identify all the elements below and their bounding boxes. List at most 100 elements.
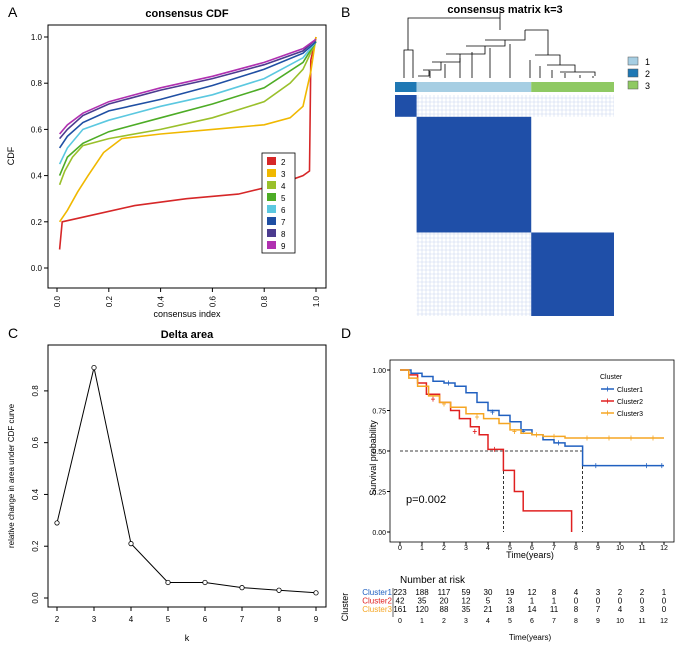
- risk-cell: 1: [530, 597, 535, 606]
- cdf-line-4: [58, 41, 317, 186]
- panel-label-d: D: [341, 325, 351, 341]
- cdf-line-5: [58, 41, 317, 176]
- km-censor-cluster1: [446, 380, 451, 386]
- risk-xlabel: Time(years): [509, 633, 552, 642]
- delta-xtick-label: 5: [166, 615, 171, 624]
- heatmap-legend-label-1: 1: [645, 57, 650, 67]
- risk-cell: 18: [506, 605, 515, 614]
- cdf-ytick-label: 0.8: [31, 79, 43, 88]
- km-xtick-label: 8: [574, 545, 578, 552]
- heatmap-texture-offdiag: [416, 232, 532, 316]
- risk-cell: 88: [440, 605, 449, 614]
- risk-xtick-label: 6: [530, 618, 534, 625]
- cdf-line-3: [58, 36, 317, 223]
- risk-cell: 3: [596, 588, 601, 597]
- cdf-legend-swatch-7: [267, 217, 276, 225]
- km-censor-cluster3: [442, 401, 446, 407]
- delta-point-k3: [91, 364, 97, 371]
- km-censor-cluster1: [556, 440, 561, 446]
- km-legend: Cluster1 Cluster2 Cluster3: [601, 386, 643, 418]
- heatmap-legend: 1 2 3: [627, 56, 650, 91]
- km-censor-cluster1: [593, 463, 598, 469]
- delta-xtick-label: 4: [129, 615, 134, 624]
- cdf-legend-swatch-4: [267, 181, 276, 189]
- risk-cell: 0: [574, 597, 579, 606]
- km-ytick-label: 0.00: [372, 530, 386, 537]
- delta-ytick-label: 0.6: [31, 437, 40, 449]
- delta-ytick-label: 0.4: [31, 488, 40, 500]
- risk-xtick-label: 4: [486, 618, 490, 625]
- cdf-xtick-label: 0.2: [105, 295, 114, 307]
- risk-cell: 19: [506, 588, 515, 597]
- cdf-legend: 2 3 4 5 6 7 8 9: [261, 152, 296, 254]
- risk-xtick-label: 11: [638, 618, 645, 625]
- cdf-line-6: [58, 41, 317, 165]
- risk-cell: 3: [640, 605, 645, 614]
- risk-cell: 21: [484, 605, 493, 614]
- consensus-heatmap: [395, 95, 614, 316]
- risk-ylabel: Cluster: [340, 593, 350, 622]
- risk-row-label-cluster2: Cluster2: [362, 597, 392, 606]
- delta-line: [56, 367, 317, 594]
- risk-cell: 117: [438, 588, 451, 597]
- delta-plot-frame: [47, 344, 327, 608]
- delta-point-k8: [276, 587, 282, 593]
- cdf-legend-swatch-5: [267, 193, 276, 201]
- delta-series: [54, 364, 319, 596]
- heatmap-legend-label-3: 3: [645, 81, 650, 91]
- km-ytick-label: 1.00: [372, 368, 386, 375]
- risk-cell: 0: [662, 597, 667, 606]
- km-ylabel: Survival probability: [368, 420, 378, 496]
- risk-cell: 5: [486, 597, 491, 606]
- delta-axes: 2 3 4 5 6 7 8 9 0.0 0.2 0.4 0.6 0.8: [31, 385, 319, 624]
- cdf-legend-box: [261, 152, 296, 254]
- panel-label-c: C: [8, 325, 18, 341]
- km-xtick-label: 12: [660, 545, 668, 552]
- cdf-xtick-label: 0.6: [208, 295, 217, 307]
- cdf-xtick-label: 0.4: [157, 295, 166, 307]
- km-xtick-label: 10: [616, 545, 624, 552]
- km-series: [400, 369, 664, 532]
- risk-cell: 1: [552, 597, 557, 606]
- annotation-cluster-3: [531, 82, 614, 92]
- heatmap-legend-label-2: 2: [645, 69, 650, 79]
- delta-xtick-label: 6: [203, 615, 208, 624]
- km-censor-cluster3: [475, 414, 479, 420]
- km-xtick-label: 6: [530, 545, 534, 552]
- delta-xtick-label: 3: [92, 615, 97, 624]
- risk-cell: 12: [528, 588, 537, 597]
- risk-cell: 0: [640, 597, 645, 606]
- cdf-xlabel: consensus index: [153, 309, 221, 319]
- cdf-ytick-label: 0.0: [31, 264, 43, 273]
- risk-cell: 8: [574, 605, 579, 614]
- km-xtick-label: 3: [464, 545, 468, 552]
- delta-point-k7: [239, 585, 245, 591]
- km-xtick-label: 7: [552, 545, 556, 552]
- risk-cell: 161: [393, 605, 407, 614]
- cdf-line-2: [58, 36, 317, 250]
- delta-xlabel: k: [185, 633, 190, 643]
- km-censor-cluster1: [659, 463, 664, 469]
- risk-cell: 4: [574, 588, 579, 597]
- cdf-axes: 0.0 0.2 0.4 0.6 0.8 1.0 0.0 0.2 0.4 0.6 0.8 1.0: [31, 33, 321, 307]
- km-xlabel: Time(years): [506, 550, 554, 560]
- risk-cell: 12: [462, 597, 471, 606]
- cdf-legend-label-8: 8: [281, 230, 286, 239]
- panel-b: consensus matrix k=3 1 2 3: [395, 4, 650, 316]
- risk-xtick-label: 10: [616, 618, 624, 625]
- risk-cell: 8: [552, 588, 557, 597]
- risk-cell: 14: [528, 605, 537, 614]
- km-censor-cluster2: [492, 446, 497, 452]
- risk-xtick-label: 2: [442, 618, 446, 625]
- cdf-ytick-label: 0.4: [31, 172, 43, 181]
- delta-point-k2: [54, 520, 60, 526]
- delta-ylabel: relative change in area under CDF curve: [7, 403, 16, 548]
- cdf-line-8: [58, 38, 317, 140]
- risk-cell: 35: [418, 597, 427, 606]
- annotation-cluster-1: [416, 82, 532, 92]
- delta-point-k9: [313, 590, 319, 596]
- heatmap-block-2: [395, 95, 417, 117]
- cdf-legend-label-6: 6: [281, 206, 286, 215]
- risk-cell: 11: [550, 605, 559, 614]
- km-ytick-label: 0.75: [372, 409, 386, 416]
